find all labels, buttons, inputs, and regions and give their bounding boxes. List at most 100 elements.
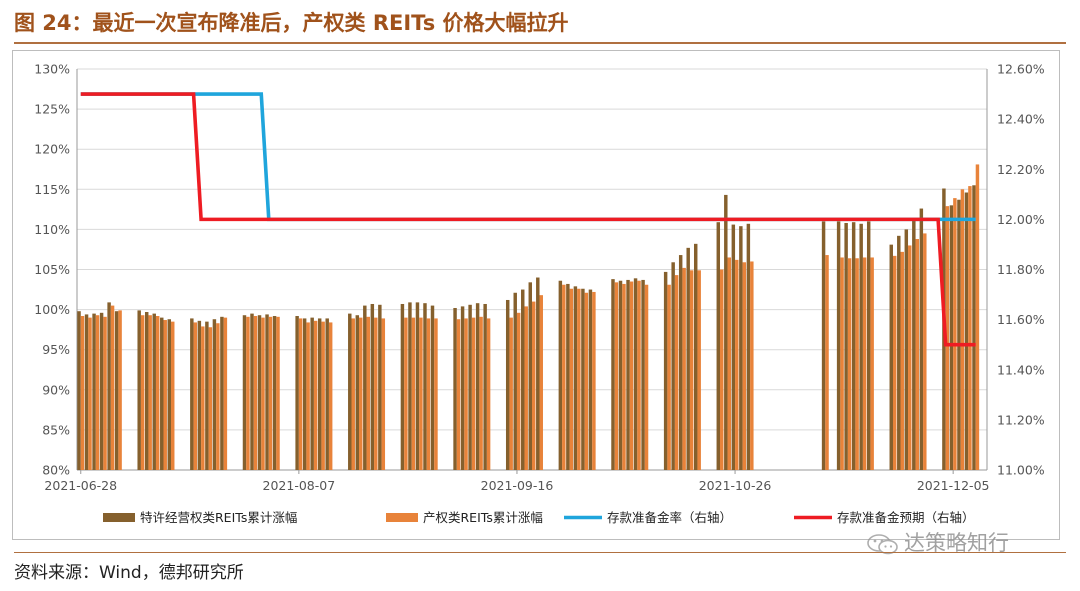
bar-property bbox=[351, 318, 355, 470]
bar-property bbox=[110, 305, 115, 470]
bar-franchise bbox=[475, 303, 480, 470]
line-rrr bbox=[80, 92, 976, 222]
bar-franchise bbox=[144, 312, 149, 470]
bar-franchise bbox=[716, 222, 721, 470]
bar-franchise bbox=[859, 223, 863, 470]
bar-property bbox=[471, 317, 476, 470]
bar-franchise bbox=[528, 282, 532, 470]
bar-franchise bbox=[724, 194, 728, 470]
bar-property bbox=[750, 261, 754, 470]
bar-property bbox=[923, 233, 927, 470]
bar-franchise bbox=[964, 192, 969, 470]
bar-franchise bbox=[190, 318, 194, 470]
y-left-tick-label: 85% bbox=[42, 422, 70, 437]
legend-label: 存款准备金预期（右轴） bbox=[837, 510, 975, 525]
bar-franchise bbox=[739, 226, 743, 470]
y-right-tick-label: 11.40% bbox=[997, 362, 1045, 377]
bar-property bbox=[840, 257, 844, 470]
bar-franchise bbox=[77, 311, 81, 470]
bar-franchise bbox=[919, 208, 924, 470]
bar-property bbox=[908, 245, 912, 470]
bar-property bbox=[968, 186, 972, 471]
bar-property bbox=[193, 322, 198, 470]
bar-property bbox=[479, 316, 483, 470]
y-right-tick-label: 12.00% bbox=[997, 212, 1045, 227]
bar-property bbox=[870, 257, 874, 470]
y-left-tick-label: 90% bbox=[42, 382, 70, 397]
reits-chart: 80% 85% 90% 95% 100% 105% 110% 115% 120% 125% 130%… bbox=[34, 62, 1045, 526]
bar-franchise bbox=[242, 315, 247, 470]
title-rule bbox=[14, 42, 1066, 44]
y-right-tick-label: 11.60% bbox=[997, 312, 1045, 327]
wechat-icon bbox=[867, 534, 898, 555]
bar-franchise bbox=[746, 223, 751, 470]
bar-franchise bbox=[731, 224, 736, 470]
bar-property bbox=[892, 255, 897, 470]
bar-franchise bbox=[626, 279, 630, 470]
bar-franchise bbox=[588, 289, 593, 470]
x-tick-label: 2021-12-05 bbox=[917, 478, 990, 493]
bar-property bbox=[321, 321, 325, 470]
bar-property bbox=[960, 189, 965, 471]
bar-franchise bbox=[348, 313, 352, 470]
bar-franchise bbox=[265, 314, 269, 470]
rate-lines bbox=[80, 92, 976, 347]
bar-franchise bbox=[317, 318, 322, 470]
bar-property bbox=[328, 322, 333, 470]
bar-franchise bbox=[378, 304, 382, 470]
bar-franchise bbox=[618, 280, 623, 470]
bar-franchise bbox=[836, 221, 841, 470]
bar-franchise bbox=[415, 302, 420, 470]
bar-property bbox=[88, 317, 92, 470]
y-left-tick-label: 125% bbox=[34, 102, 70, 117]
bar-franchise bbox=[483, 303, 487, 470]
y-right-tick-label: 11.80% bbox=[997, 262, 1045, 277]
bar-property bbox=[532, 301, 536, 470]
bar-franchise bbox=[363, 305, 367, 470]
bar-property bbox=[900, 251, 904, 470]
bar-property bbox=[825, 255, 829, 470]
y-left-tick-label: 80% bbox=[42, 463, 70, 478]
bar-franchise bbox=[310, 317, 314, 470]
watermark: 达策略知行 bbox=[866, 528, 1009, 558]
bar-property bbox=[855, 258, 859, 470]
bar-property bbox=[216, 323, 220, 470]
bar-franchise bbox=[460, 306, 465, 470]
bar-franchise bbox=[453, 307, 457, 470]
bar-property bbox=[80, 316, 85, 470]
bar-property bbox=[727, 257, 731, 470]
bar-franchise bbox=[686, 247, 690, 470]
bar-franchise bbox=[114, 311, 119, 470]
bar-property bbox=[637, 280, 641, 470]
bar-franchise bbox=[205, 321, 209, 470]
bar-property bbox=[95, 315, 100, 470]
bar-franchise bbox=[957, 199, 961, 470]
bar-franchise bbox=[844, 222, 848, 470]
bar-franchise bbox=[220, 316, 224, 470]
bar-franchise bbox=[212, 319, 217, 470]
bar-property bbox=[689, 270, 694, 470]
bar-property bbox=[253, 316, 258, 470]
bar-franchise bbox=[408, 302, 412, 470]
bar-franchise bbox=[573, 286, 578, 470]
bar-franchise bbox=[325, 318, 329, 470]
bar-property bbox=[171, 321, 175, 470]
x-tick-label: 2021-08-07 bbox=[263, 478, 336, 493]
bar-franchise bbox=[302, 318, 307, 470]
y-right-tick-label: 12.40% bbox=[997, 112, 1045, 127]
bar-franchise bbox=[423, 303, 427, 470]
bar-property bbox=[140, 315, 145, 470]
bar-franchise bbox=[505, 299, 510, 470]
bar-franchise bbox=[851, 222, 856, 470]
y-left-tick-label: 105% bbox=[34, 262, 70, 277]
bar-property bbox=[735, 259, 739, 470]
bar-franchise bbox=[889, 244, 893, 470]
bar-franchise bbox=[250, 313, 254, 470]
bar-property bbox=[381, 318, 386, 470]
watermark-text: 达策略知行 bbox=[904, 531, 1009, 555]
bar-property bbox=[682, 267, 686, 470]
bar-property bbox=[945, 206, 950, 470]
bar-property bbox=[426, 318, 431, 470]
bar-property bbox=[953, 198, 957, 470]
legend-label: 存款准备金率（右轴） bbox=[607, 510, 732, 525]
